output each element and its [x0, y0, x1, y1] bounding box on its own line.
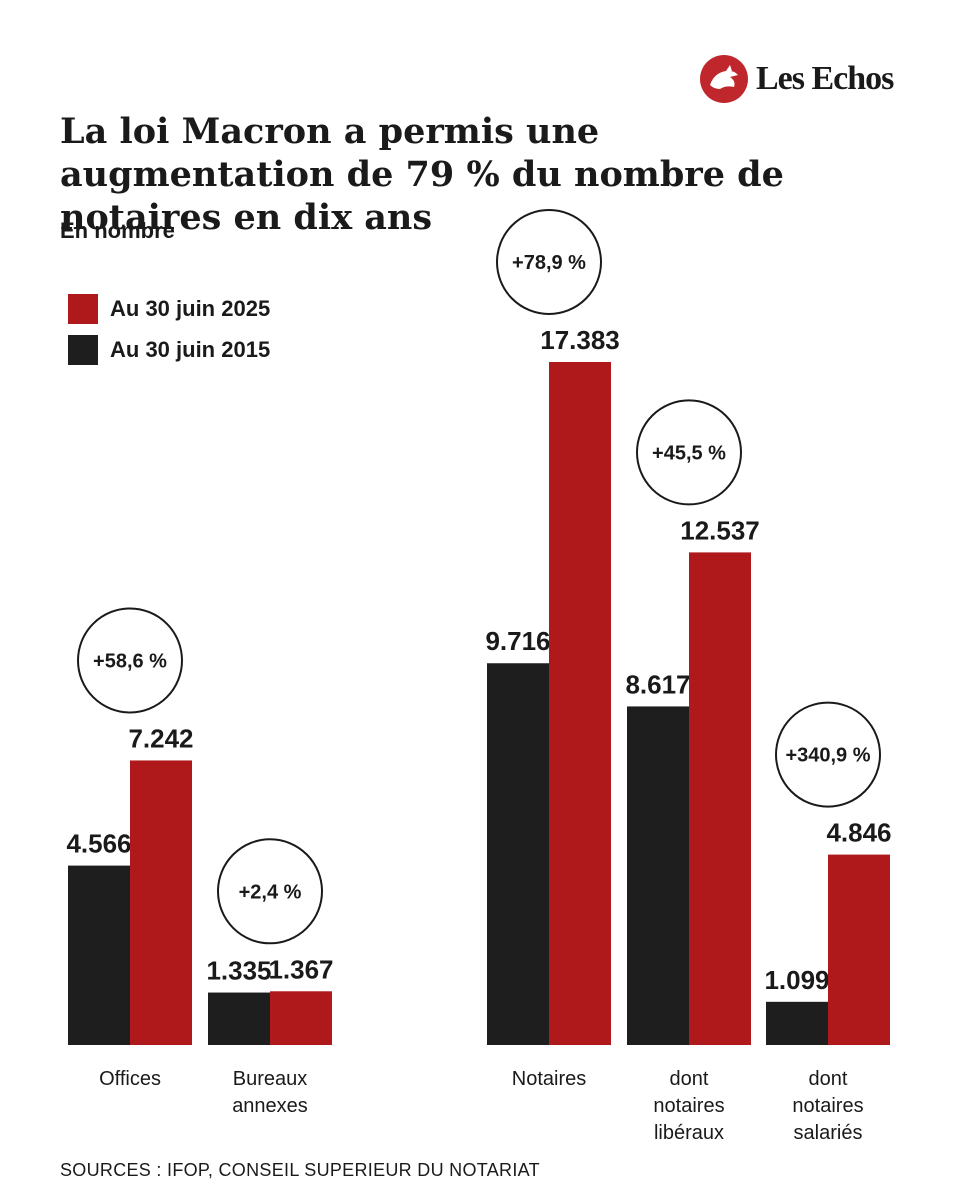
change-circle-offices — [77, 607, 183, 714]
unit-label: En nombre — [60, 218, 175, 243]
category-label-offices-line-1: Offices — [99, 1068, 161, 1090]
bar-notaires-2015 — [487, 663, 549, 1045]
legend-swatch-2015 — [68, 335, 98, 365]
bar-notaires-salaries-2015 — [766, 1001, 828, 1045]
category-label-notaires-salaries-line-3: salariés — [794, 1122, 863, 1144]
value-label-notaires-2015: 9.716 — [485, 626, 550, 656]
change-label-notaires-salaries: +340,9 % — [785, 745, 870, 767]
legend-label-2015: Au 30 juin 2015 — [110, 337, 271, 362]
change-label-offices: +58,6 % — [93, 650, 167, 672]
change-circle-bureaux-annexes — [217, 838, 323, 945]
change-label-notaires: +78,9 % — [512, 252, 586, 274]
bar-notaires-liberaux-2025 — [689, 552, 751, 1045]
category-label-bureaux-annexes-line-2: annexes — [232, 1095, 308, 1117]
legend-label-2025: Au 30 juin 2025 — [110, 296, 271, 321]
category-label-notaires-liberaux-line-3: libéraux — [654, 1122, 724, 1144]
bar-notaires-liberaux-2015 — [627, 706, 689, 1045]
category-label-bureaux-annexes-line-1: Bureaux — [233, 1068, 308, 1090]
legend-swatch-2025 — [68, 294, 98, 324]
value-label-offices-2025: 7.242 — [128, 723, 193, 753]
change-label-notaires-liberaux: +45,5 % — [652, 442, 726, 464]
value-label-bureaux-annexes-2015: 1.335 — [206, 956, 271, 986]
legend-item-2015: Au 30 juin 2015 — [68, 335, 270, 365]
bar-notaires-2025 — [549, 362, 611, 1045]
category-label-notaires-line-1: Notaires — [512, 1068, 586, 1090]
value-label-notaires-2025: 17.383 — [540, 325, 620, 355]
brand-logo: Les Echos — [700, 54, 894, 104]
bar-notaires-salaries-2025 — [828, 854, 890, 1045]
change-circle-notaires-salaries — [775, 701, 881, 808]
category-label-notaires-liberaux-line-2: notaires — [653, 1095, 724, 1117]
bar-offices-2015 — [68, 865, 130, 1045]
bar-offices-2025 — [130, 760, 192, 1045]
value-label-notaires-liberaux-2025: 12.537 — [680, 515, 760, 545]
brand-name: Les Echos — [756, 60, 894, 97]
change-circle-notaires-liberaux — [636, 399, 742, 506]
bar-bureaux-annexes-2015 — [208, 992, 270, 1045]
value-label-notaires-salaries-2015: 1.099 — [764, 965, 829, 995]
value-label-notaires-liberaux-2015: 8.617 — [625, 669, 690, 699]
value-label-bureaux-annexes-2025: 1.367 — [268, 954, 333, 984]
category-label-notaires-salaries-line-2: notaires — [792, 1095, 863, 1117]
rooster-icon — [700, 55, 748, 103]
value-label-notaires-salaries-2025: 4.846 — [826, 818, 891, 848]
category-label-notaires-liberaux-line-1: dont — [670, 1068, 709, 1090]
legend-item-2025: Au 30 juin 2025 — [68, 294, 270, 324]
change-label-bureaux-annexes: +2,4 % — [239, 881, 302, 903]
value-label-offices-2015: 4.566 — [66, 829, 131, 859]
bar-bureaux-annexes-2025 — [270, 991, 332, 1045]
category-label-notaires-salaries-line-1: dont — [809, 1068, 848, 1090]
change-circle-notaires — [496, 209, 602, 315]
source-note: SOURCES : IFOP, CONSEIL SUPERIEUR DU NOT… — [60, 1160, 540, 1180]
chart-title: La loi Macron a permis une augmentation … — [60, 111, 784, 238]
